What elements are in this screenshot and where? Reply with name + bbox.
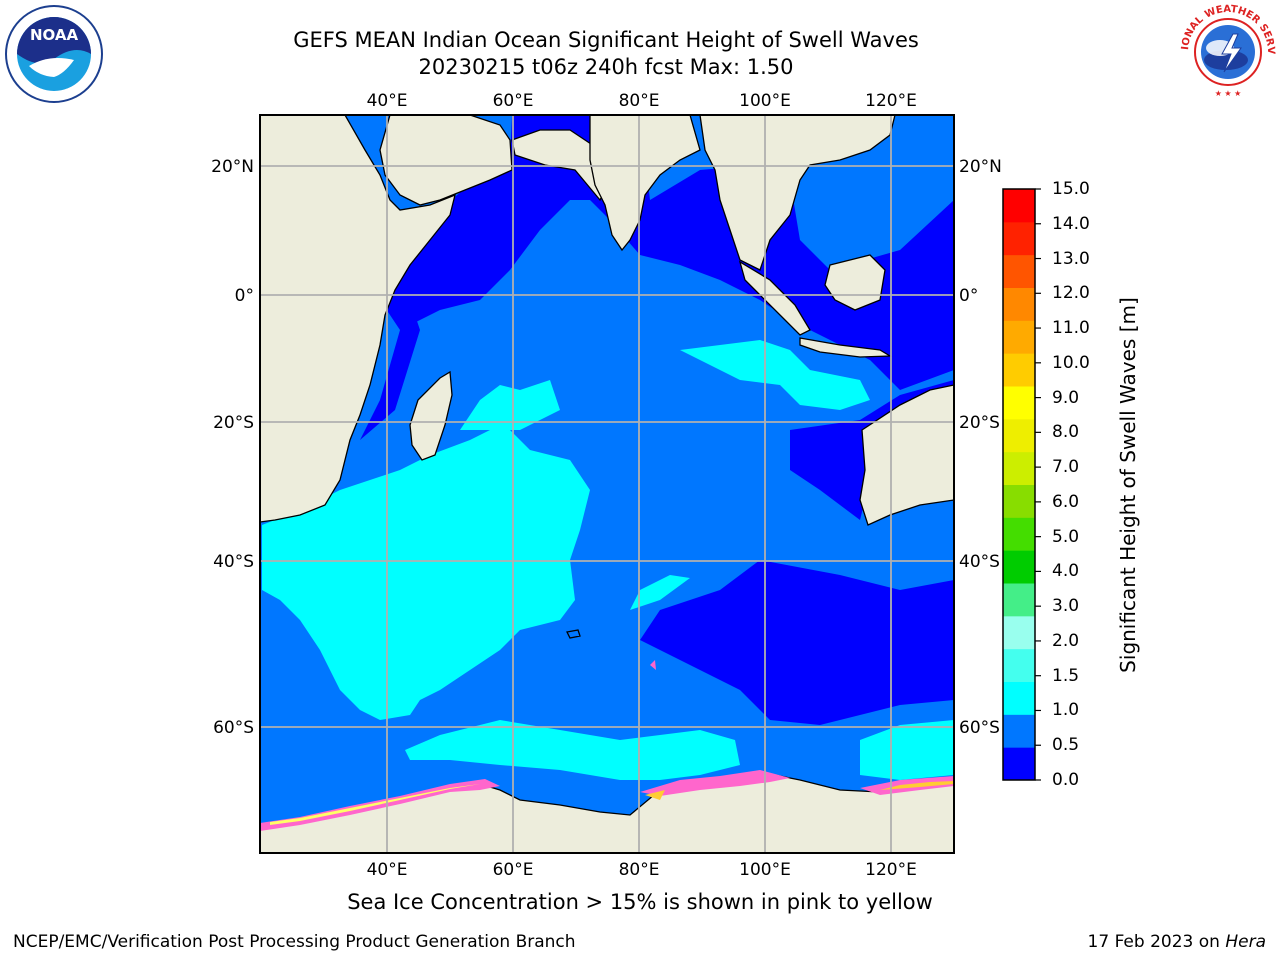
credit-text: NCEP/EMC/Verification Post Processing Pr… bbox=[13, 932, 576, 952]
machine-name: Hera bbox=[1225, 932, 1266, 952]
lon-tick-label-top: 100°E bbox=[739, 91, 791, 111]
colorbar-tick-label: 5.0 bbox=[1052, 526, 1080, 547]
lon-tick-label-bottom: 80°E bbox=[619, 860, 660, 880]
colorbar-tick-label: 14.0 bbox=[1052, 213, 1090, 234]
lon-tick-label-top: 40°E bbox=[367, 91, 408, 111]
map-subtitle: 20230215 t06z 240h fcst Max: 1.50 bbox=[418, 55, 794, 79]
lon-labels-bottom: 40°E 60°E 80°E 100°E 120°E bbox=[367, 860, 917, 880]
colorbar-swatch bbox=[1003, 386, 1035, 420]
map-title: GEFS MEAN Indian Ocean Significant Heigh… bbox=[293, 28, 919, 52]
map-gridlines bbox=[260, 115, 954, 853]
colorbar-swatch bbox=[1003, 451, 1035, 485]
lat-tick-label-right: 20°N bbox=[959, 157, 1002, 177]
colorbar-swatch bbox=[1003, 189, 1035, 223]
colorbar-swatch bbox=[1003, 681, 1035, 715]
lat-tick-label-right: 0° bbox=[959, 286, 978, 306]
colorbar-tick-label: 1.5 bbox=[1052, 665, 1080, 686]
date-label: 17 Feb 2023 on bbox=[1087, 932, 1226, 952]
colorbar-tick-label: 6.0 bbox=[1052, 491, 1080, 512]
colorbar-tick-label: 8.0 bbox=[1052, 422, 1080, 443]
colorbar-swatch bbox=[1003, 714, 1035, 748]
colorbar-tick-label: 1.0 bbox=[1052, 700, 1080, 721]
colorbar-tick-label: 0.0 bbox=[1052, 770, 1080, 790]
lon-labels-top: 40°E 60°E 80°E 100°E 120°E bbox=[367, 91, 917, 111]
nws-logo: NATIONAL WEATHER SERVICE ★ ★ ★ bbox=[1178, 4, 1276, 98]
colorbar-tick-label: 7.0 bbox=[1052, 457, 1080, 478]
lat-labels-right: 20°N 0° 20°S 40°S 60°S bbox=[959, 157, 1002, 738]
colorbar-swatch bbox=[1003, 254, 1035, 288]
lat-tick-label-left: 60°S bbox=[213, 718, 254, 738]
lat-tick-label-left: 40°S bbox=[213, 552, 254, 572]
colorbar bbox=[1003, 189, 1035, 781]
lat-tick-label-left: 20°N bbox=[211, 157, 254, 177]
colorbar-tick-label: 0.5 bbox=[1052, 735, 1080, 756]
colorbar-label: Significant Height of Swell Waves [m] bbox=[1116, 297, 1140, 673]
lon-tick-label-bottom: 100°E bbox=[739, 860, 791, 880]
lon-tick-label-bottom: 40°E bbox=[367, 860, 408, 880]
colorbar-tick-label: 15.0 bbox=[1052, 179, 1090, 199]
sea-ice-caption: Sea Ice Concentration > 15% is shown in … bbox=[347, 890, 933, 914]
svg-text:★ ★ ★: ★ ★ ★ bbox=[1215, 89, 1242, 98]
colorbar-tick-label: 13.0 bbox=[1052, 248, 1090, 269]
lat-labels-left: 20°N 0° 20°S 40°S 60°S bbox=[211, 157, 254, 738]
lon-tick-label-bottom: 60°E bbox=[493, 860, 534, 880]
colorbar-swatch bbox=[1003, 550, 1035, 584]
colorbar-tick-label: 3.0 bbox=[1052, 596, 1080, 617]
lat-tick-label-left: 20°S bbox=[213, 413, 254, 433]
colorbar-swatch bbox=[1003, 648, 1035, 682]
colorbar-swatch bbox=[1003, 517, 1035, 551]
lat-tick-label-right: 20°S bbox=[959, 413, 1000, 433]
colorbar-swatch bbox=[1003, 747, 1035, 781]
lat-tick-label-left: 0° bbox=[235, 286, 254, 306]
swell-field-1.0-1.5 bbox=[262, 340, 954, 780]
lat-tick-label-right: 40°S bbox=[959, 552, 1000, 572]
land-masses bbox=[260, 115, 954, 853]
noaa-logo: NOAA bbox=[5, 5, 103, 103]
colorbar-swatch bbox=[1003, 221, 1035, 256]
lon-tick-label-top: 80°E bbox=[619, 91, 660, 111]
colorbar-swatch bbox=[1003, 615, 1035, 650]
colorbar-swatch bbox=[1003, 320, 1035, 354]
map-area bbox=[260, 115, 954, 853]
sea-ice-band bbox=[260, 660, 954, 831]
colorbar-tick-label: 9.0 bbox=[1052, 387, 1080, 408]
colorbar-tick-label: 2.0 bbox=[1052, 630, 1080, 651]
lon-tick-label-top: 120°E bbox=[865, 91, 917, 111]
map-frame bbox=[259, 114, 955, 854]
lon-tick-label-bottom: 120°E bbox=[865, 860, 917, 880]
date-text: 17 Feb 2023 on Hera bbox=[1088, 932, 1266, 952]
lon-tick-label-top: 60°E bbox=[493, 91, 534, 111]
colorbar-swatch bbox=[1003, 287, 1035, 321]
noaa-logo-text: NOAA bbox=[30, 26, 79, 44]
lat-tick-label-right: 60°S bbox=[959, 718, 1000, 738]
colorbar-tick-label: 12.0 bbox=[1052, 283, 1090, 304]
colorbar-tick-label: 11.0 bbox=[1052, 318, 1090, 339]
colorbar-swatch bbox=[1003, 353, 1035, 387]
colorbar-swatch bbox=[1003, 418, 1035, 453]
colorbar-tick-label: 4.0 bbox=[1052, 561, 1080, 582]
colorbar-swatch bbox=[1003, 484, 1035, 518]
colorbar-swatch bbox=[1003, 583, 1035, 617]
colorbar-frame bbox=[1002, 188, 1036, 781]
colorbar-tick-label: 10.0 bbox=[1052, 352, 1090, 373]
